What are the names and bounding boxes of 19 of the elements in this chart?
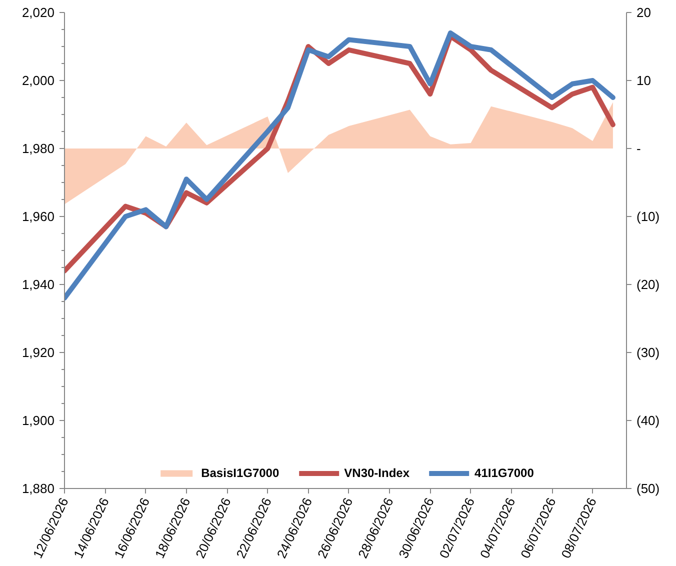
legend-label: 41I1G7000 xyxy=(474,466,534,480)
y-tick-label: 1,880 xyxy=(22,481,55,496)
y-tick-label: 1,940 xyxy=(22,277,55,292)
y2-tick-label: (10) xyxy=(636,209,660,224)
y-tick-label: 2,000 xyxy=(22,73,55,88)
y2-tick-label: (50) xyxy=(636,481,660,496)
y2-tick-label: 20 xyxy=(636,5,651,20)
y2-tick-label: - xyxy=(636,141,641,156)
y-tick-label: 1,900 xyxy=(22,413,55,428)
y2-tick-label: 10 xyxy=(636,73,651,88)
y2-tick-label: (30) xyxy=(636,345,660,360)
y2-tick-label: (20) xyxy=(636,277,660,292)
y-tick-label: 1,920 xyxy=(22,345,55,360)
y2-tick-label: (40) xyxy=(636,413,660,428)
y-tick-label: 1,980 xyxy=(22,141,55,156)
legend-label: BasisI1G7000 xyxy=(201,466,280,480)
y-tick-label: 2,020 xyxy=(22,5,55,20)
y-tick-label: 1,960 xyxy=(22,209,55,224)
legend-label: VN30-Index xyxy=(344,466,410,480)
